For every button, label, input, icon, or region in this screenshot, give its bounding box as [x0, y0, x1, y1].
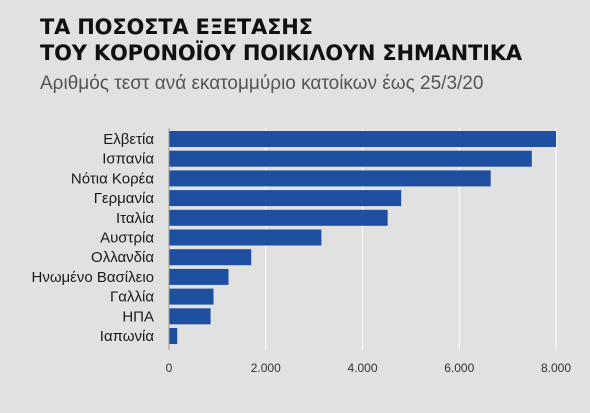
bar-8 — [169, 288, 214, 305]
bar-1 — [169, 150, 532, 167]
bar-7 — [169, 268, 229, 285]
bar-3 — [169, 190, 402, 207]
bar-2 — [169, 170, 491, 187]
category-label-6: Ολλανδία — [91, 249, 154, 266]
x-tick-label-2: 4.000 — [347, 361, 377, 375]
category-label-7: Ηνωμένο Βασίλειο — [31, 269, 154, 286]
bar-4 — [169, 209, 388, 226]
bar-10 — [169, 328, 178, 344]
category-label-9: ΗΠΑ — [122, 308, 154, 325]
x-tick-label-1: 2.000 — [251, 361, 281, 375]
x-tick-label-4: 8.000 — [541, 361, 571, 375]
category-label-4: Ιταλία — [116, 210, 154, 227]
chart-title-line-1: ΤΑ ΠΟΣΟΣΤΑ ΕΞΕΤΑΣΗΣ — [40, 15, 313, 39]
x-tick-label-0: 0 — [166, 361, 173, 375]
category-label-5: Αυστρία — [100, 230, 154, 247]
category-label-0: Ελβετία — [103, 131, 154, 148]
category-label-1: Ισπανία — [102, 151, 154, 168]
bar-5 — [169, 229, 322, 246]
bar-0 — [169, 131, 556, 147]
chart-title: ΤΑ ΠΟΣΟΣΤΑ ΕΞΕΤΑΣΗΣ ΤΟΥ ΚΟΡΟΝΟΪΟΥ ΠΟΙΚΙΛ… — [40, 14, 522, 66]
bar-9 — [169, 308, 211, 325]
category-label-8: Γαλλία — [110, 289, 154, 306]
category-label-10: Ιαπωνία — [100, 328, 155, 345]
category-label-2: Νότια Κορέα — [71, 170, 154, 187]
category-label-3: Γερμανία — [94, 190, 155, 207]
chart-title-line-2: ΤΟΥ ΚΟΡΟΝΟΪΟΥ ΠΟΙΚΙΛΟΥΝ ΣΗΜΑΝΤΙΚΑ — [40, 41, 522, 65]
bar-6 — [169, 249, 252, 266]
x-tick-label-3: 6.000 — [444, 361, 474, 375]
chart-subtitle: Αριθμός τεστ ανά εκατομμύριο κατοίκων έω… — [40, 73, 484, 94]
